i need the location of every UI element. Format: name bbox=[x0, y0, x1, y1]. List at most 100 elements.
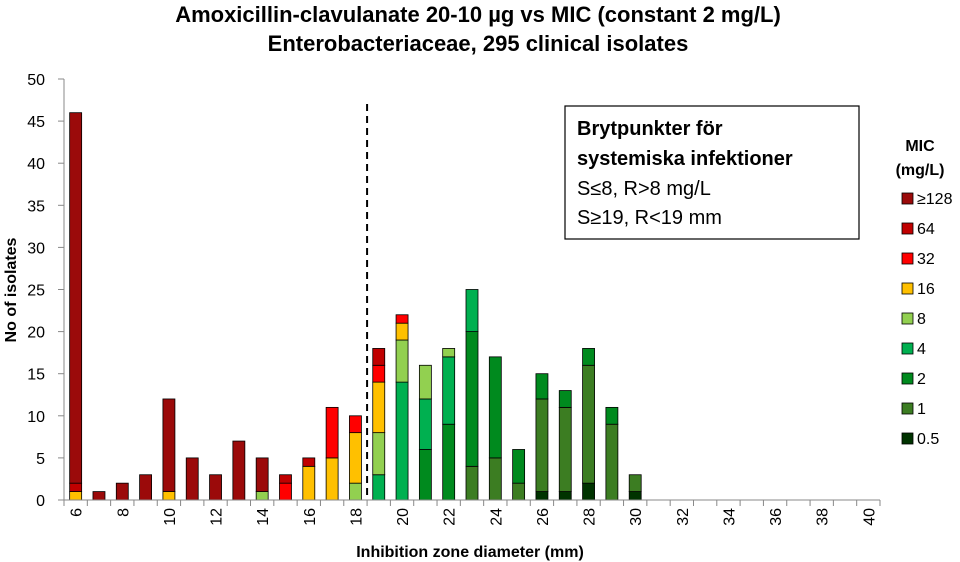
x-tick-label: 20 bbox=[395, 508, 412, 526]
bar-segment bbox=[139, 474, 153, 501]
bar-segment bbox=[162, 491, 176, 501]
x-tick-label: 24 bbox=[488, 508, 505, 526]
bar-segment bbox=[372, 432, 386, 476]
x-tick-label: 26 bbox=[535, 508, 552, 526]
bar-segment bbox=[395, 381, 409, 501]
legend-title-1: MIC bbox=[905, 138, 935, 155]
y-tick-label: 30 bbox=[27, 240, 45, 257]
bar-segment bbox=[465, 331, 479, 467]
legend-label: 2 bbox=[917, 371, 926, 388]
legend-items: ≥128 64 32 16 8 4 2 1 0.5 bbox=[901, 191, 953, 448]
bar-segment bbox=[349, 482, 362, 501]
bar-segment bbox=[582, 348, 595, 366]
breakpoint-mic-text: S≤8, R>8 mg/L bbox=[577, 178, 711, 200]
bar-segment bbox=[92, 491, 106, 501]
legend-swatch bbox=[901, 342, 914, 355]
bar-segment bbox=[372, 381, 386, 434]
bar-segment bbox=[558, 390, 572, 408]
bar-segment bbox=[628, 491, 642, 501]
x-tick-label: 6 bbox=[69, 508, 86, 517]
bar-segment bbox=[349, 432, 362, 484]
legend-label: 8 bbox=[917, 311, 926, 328]
x-ticks-group: 6 8 10 12 14 16 18 20 22 24 26 28 30 32 34 36 38 40 bbox=[63, 500, 881, 526]
bar-segment bbox=[535, 398, 549, 492]
bar-segment bbox=[325, 457, 339, 501]
bar-segment bbox=[488, 356, 502, 459]
bar-segment bbox=[302, 465, 316, 501]
bar-segment bbox=[605, 423, 619, 501]
bar-segment bbox=[372, 474, 386, 501]
legend-swatch bbox=[901, 432, 914, 445]
y-ticks-group: 0 5 10 15 20 25 30 35 40 45 50 bbox=[27, 72, 64, 510]
legend-swatch bbox=[901, 192, 914, 205]
y-tick-label: 5 bbox=[36, 451, 45, 468]
x-tick-label: 32 bbox=[675, 508, 692, 526]
x-tick-label: 40 bbox=[861, 508, 878, 526]
x-tick-label: 28 bbox=[582, 508, 599, 526]
bar-segment bbox=[418, 398, 432, 450]
bar-segment bbox=[582, 482, 595, 501]
bar-segment bbox=[582, 364, 595, 484]
breakpoint-heading-2: systemiska infektioner bbox=[577, 148, 793, 170]
y-tick-label: 15 bbox=[27, 367, 45, 384]
bar-segment bbox=[372, 364, 386, 383]
breakpoint-box: Brytpunkter för systemiska infektioner S… bbox=[564, 105, 860, 240]
legend-label: 32 bbox=[917, 251, 935, 268]
legend-label: 4 bbox=[917, 341, 926, 358]
x-tick-label: 16 bbox=[302, 508, 319, 526]
bar-segment bbox=[512, 482, 526, 501]
x-tick-label: 30 bbox=[628, 508, 645, 526]
legend: MIC (mg/L) ≥128 64 32 16 8 4 2 1 0.5 bbox=[896, 138, 953, 448]
bar-segment bbox=[185, 457, 199, 501]
bar-segment bbox=[442, 348, 456, 358]
bar-segment bbox=[535, 491, 549, 501]
bar-segment bbox=[209, 474, 222, 501]
bar-segment bbox=[69, 112, 83, 484]
bar-segment bbox=[442, 356, 456, 425]
bar-segment bbox=[255, 457, 269, 492]
bar-segment bbox=[395, 339, 409, 383]
bar-segment bbox=[279, 474, 292, 484]
x-tick-label: 14 bbox=[255, 508, 272, 526]
legend-label: ≥128 bbox=[917, 191, 953, 208]
bar-segment bbox=[162, 398, 176, 492]
bar-segment bbox=[418, 364, 432, 400]
legend-title-2: (mg/L) bbox=[896, 162, 945, 179]
bar-segment bbox=[465, 289, 479, 332]
x-tick-label: 8 bbox=[115, 508, 132, 517]
chart-title: Amoxicillin-clavulanate 20-10 µg vs MIC … bbox=[175, 2, 781, 27]
bar-segment bbox=[302, 457, 316, 467]
bar-segment bbox=[349, 415, 362, 434]
bar-segment bbox=[395, 314, 409, 324]
bar-segment bbox=[395, 322, 409, 341]
legend-label: 0.5 bbox=[917, 431, 939, 448]
y-tick-label: 25 bbox=[27, 283, 45, 300]
y-tick-label: 40 bbox=[27, 156, 45, 173]
legend-swatch bbox=[901, 282, 914, 295]
bar-segment bbox=[442, 423, 456, 501]
legend-swatch bbox=[901, 222, 914, 235]
x-tick-label: 34 bbox=[721, 508, 738, 526]
x-tick-label: 36 bbox=[768, 508, 785, 526]
legend-label: 16 bbox=[917, 281, 935, 298]
legend-label: 1 bbox=[917, 401, 926, 418]
bar-segment bbox=[279, 482, 292, 501]
y-tick-label: 0 bbox=[36, 493, 45, 510]
x-tick-label: 12 bbox=[209, 508, 226, 526]
breakpoint-heading-1: Brytpunkter för bbox=[577, 118, 723, 140]
legend-swatch bbox=[901, 252, 914, 265]
legend-swatch bbox=[901, 312, 914, 325]
bars-group bbox=[69, 112, 642, 501]
bar-segment bbox=[418, 449, 432, 501]
legend-label: 64 bbox=[917, 221, 935, 238]
bar-segment bbox=[69, 482, 83, 492]
bar-segment bbox=[512, 449, 526, 484]
bar-segment bbox=[465, 465, 479, 501]
bar-segment bbox=[69, 491, 83, 501]
x-axis-label: Inhibition zone diameter (mm) bbox=[356, 544, 584, 561]
bar-segment bbox=[488, 457, 502, 501]
bar-segment bbox=[232, 440, 246, 501]
x-tick-label: 18 bbox=[348, 508, 365, 526]
x-tick-label: 10 bbox=[162, 508, 179, 526]
